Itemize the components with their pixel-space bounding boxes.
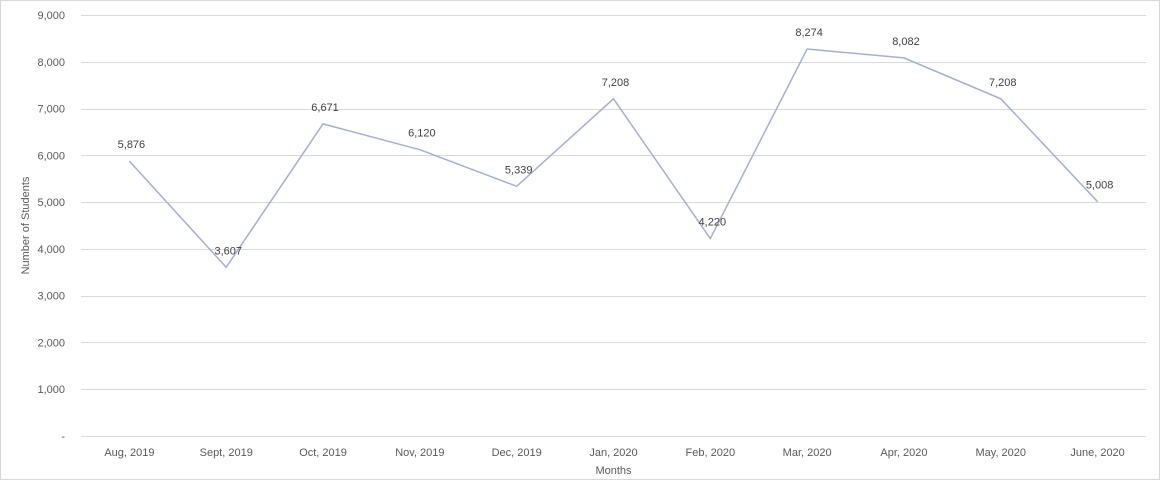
y-tick-label: 7,000 bbox=[37, 104, 65, 116]
data-label: 7,208 bbox=[989, 77, 1017, 89]
y-tick-label: 5,000 bbox=[37, 197, 65, 209]
y-tick-label: 6,000 bbox=[37, 150, 65, 162]
x-axis-title: Months bbox=[595, 465, 632, 477]
data-label: 3,607 bbox=[214, 245, 242, 257]
data-label: 6,671 bbox=[311, 102, 339, 114]
x-tick-label: Jan, 2020 bbox=[589, 447, 637, 459]
x-tick-label: Sept, 2019 bbox=[200, 447, 253, 459]
x-tick-label: Aug, 2019 bbox=[104, 447, 154, 459]
data-label: 5,339 bbox=[505, 164, 533, 176]
data-label: 5,876 bbox=[118, 139, 146, 151]
x-tick-label: Apr, 2020 bbox=[880, 447, 927, 459]
x-axis-ticks: Aug, 2019 Sept, 2019 Oct, 2019 Nov, 2019 Dec… bbox=[104, 447, 1124, 459]
data-label: 8,274 bbox=[795, 27, 823, 39]
data-labels: 5,876 3,607 6,671 6,120 5,339 7,208 4,220 8,274… bbox=[118, 27, 1114, 257]
data-label: 7,208 bbox=[602, 77, 630, 89]
data-label: 4,220 bbox=[699, 217, 727, 229]
y-tick-label: 4,000 bbox=[37, 244, 65, 256]
data-label: 6,120 bbox=[408, 128, 436, 140]
gridlines bbox=[81, 15, 1146, 437]
y-tick-label: 3,000 bbox=[37, 291, 65, 303]
x-tick-label: June, 2020 bbox=[1070, 447, 1124, 459]
y-tick-label: 1,000 bbox=[37, 384, 65, 396]
x-tick-label: May, 2020 bbox=[975, 447, 1026, 459]
x-tick-label: Oct, 2019 bbox=[299, 447, 347, 459]
y-axis-ticks: - 1,000 2,000 3,000 4,000 5,000 6,000 7,000 8,00… bbox=[37, 10, 65, 443]
data-label: 8,082 bbox=[892, 36, 920, 48]
data-label: 5,008 bbox=[1086, 180, 1114, 192]
x-tick-label: Mar, 2020 bbox=[783, 447, 832, 459]
x-tick-label: Feb, 2020 bbox=[686, 447, 736, 459]
y-tick-label: 9,000 bbox=[37, 10, 65, 22]
x-tick-label: Dec, 2019 bbox=[492, 447, 542, 459]
x-tick-label: Nov, 2019 bbox=[395, 447, 444, 459]
series-line bbox=[128, 48, 1099, 269]
y-tick-label: 8,000 bbox=[37, 57, 65, 69]
y-tick-label: 2,000 bbox=[37, 337, 65, 349]
y-axis-title: Number of Students bbox=[20, 176, 32, 274]
y-tick-label: - bbox=[61, 431, 65, 443]
